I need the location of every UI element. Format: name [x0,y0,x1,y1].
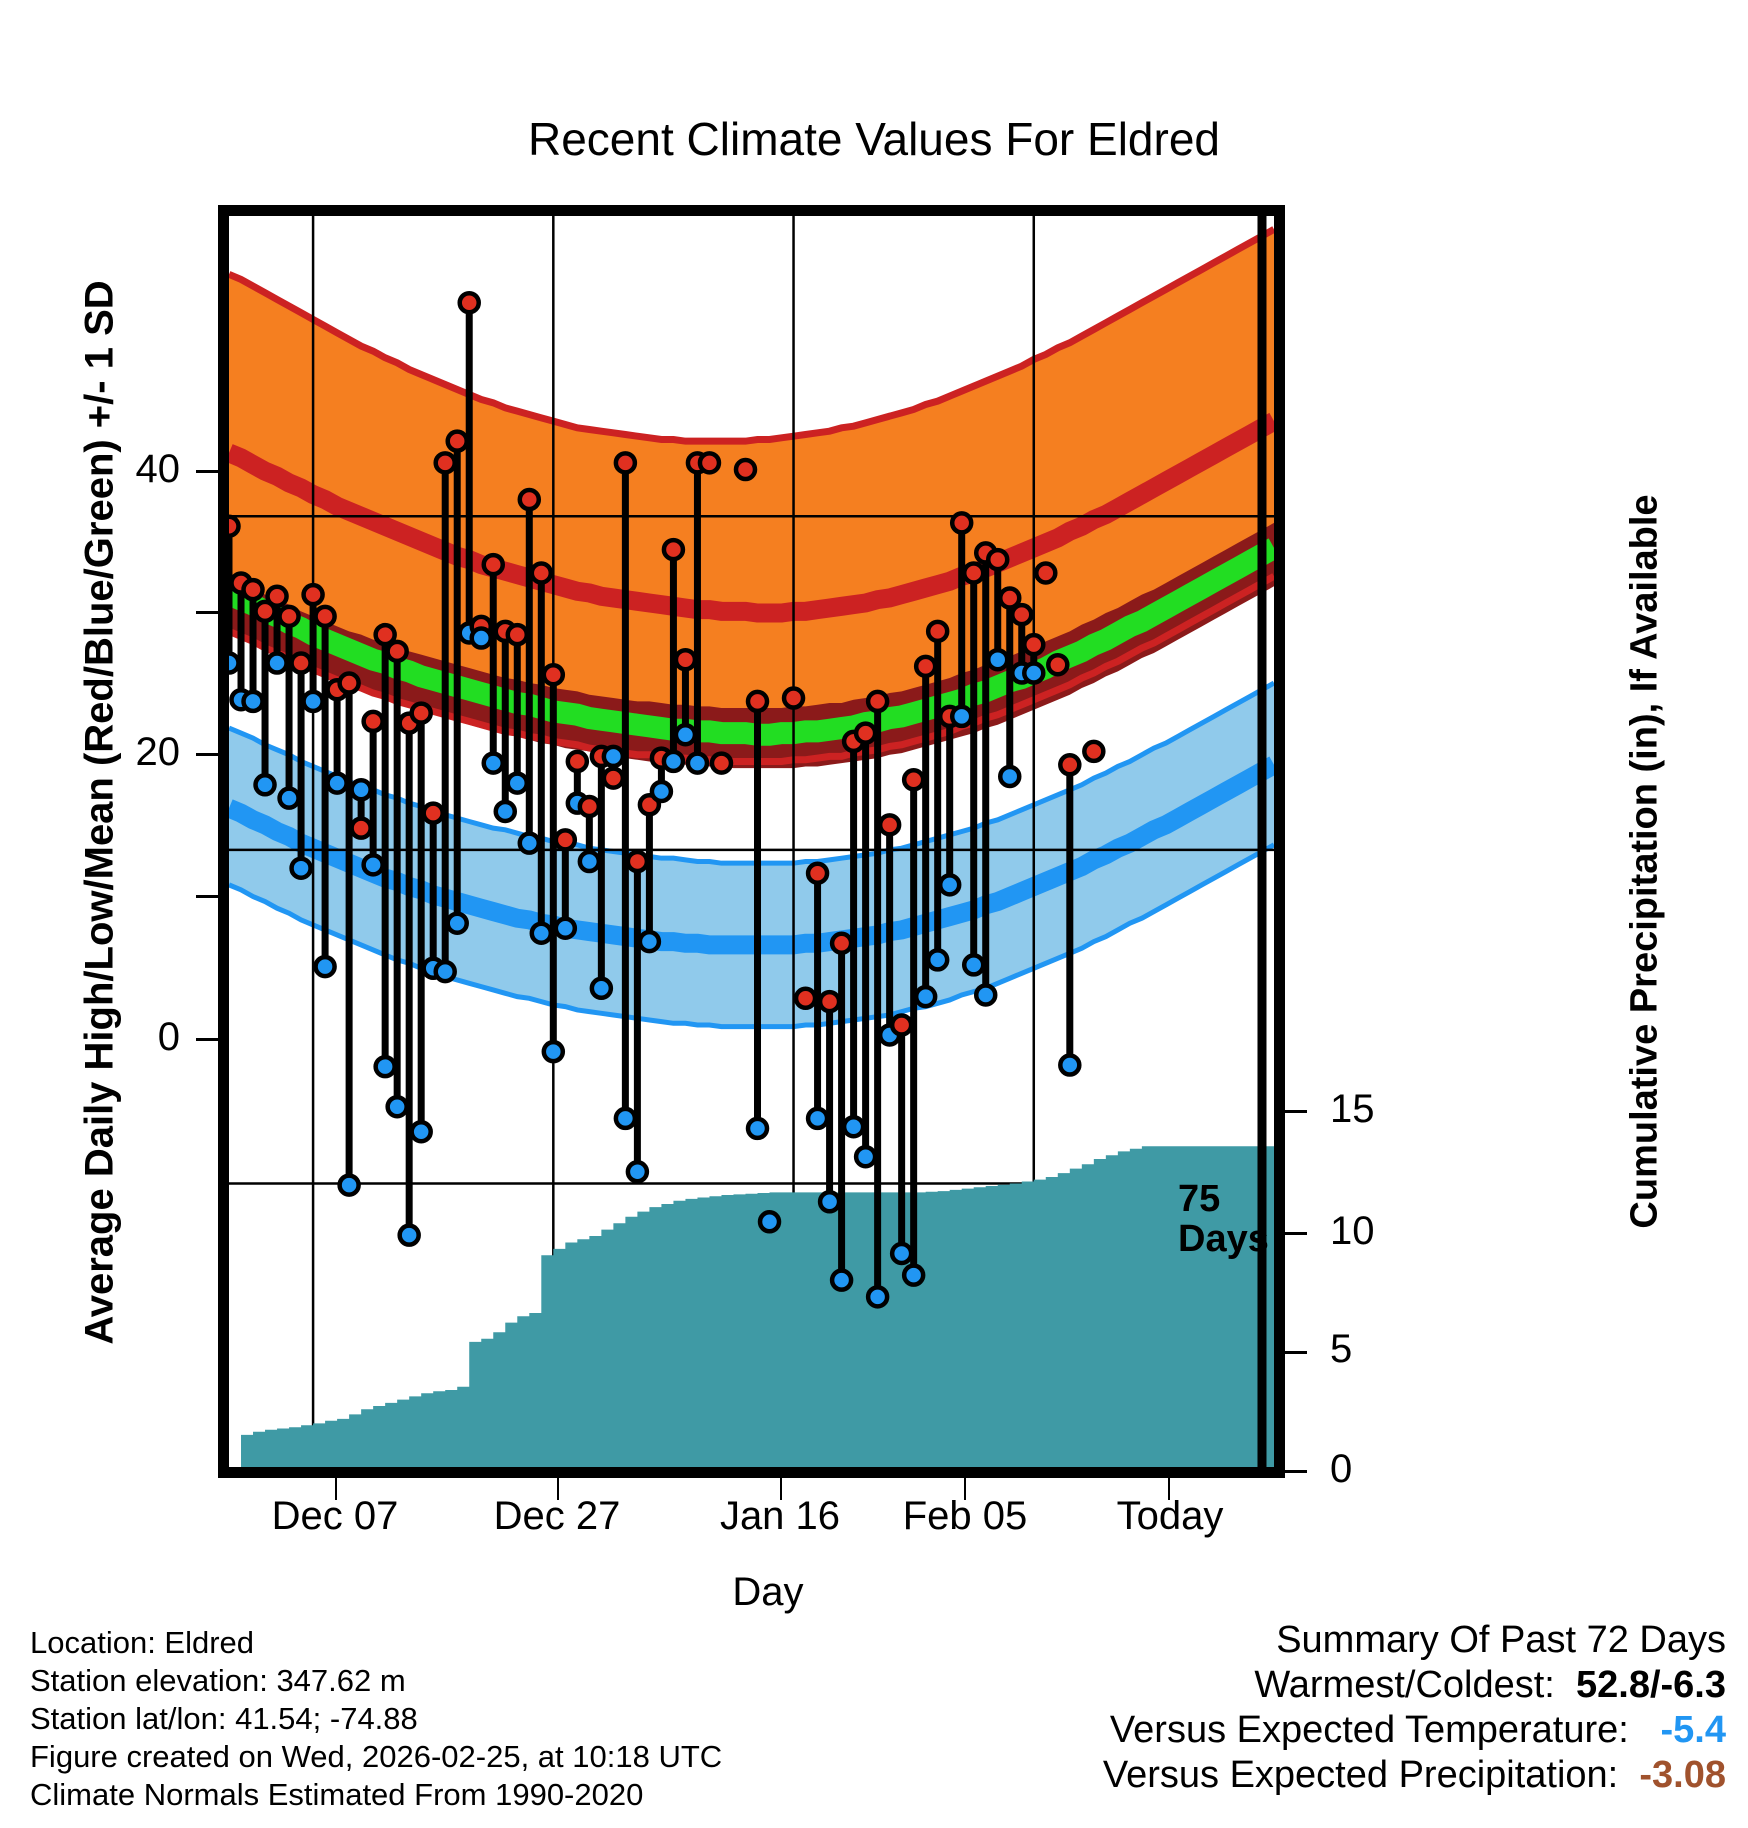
y-tick-left-20: 20 [135,730,181,774]
vs-temperature-label: Versus Expected Temperature: [1109,1709,1629,1751]
plot-area [218,205,1285,1478]
meta-created: Figure created on Wed, 2026-02-25, at 10… [30,1739,723,1774]
x-tickmark-feb-05 [964,1478,966,1500]
days-annotation: 75 Days [1178,1178,1288,1260]
x-tick-dec-07: Dec 07 [271,1494,399,1538]
vs-precipitation-label: Versus Expected Precipitation: [1102,1754,1619,1796]
meta-latlon: Station lat/lon: 41.54; -74.88 [30,1701,418,1736]
x-tickmark-dec-27 [557,1478,559,1500]
y-axis-label-right: Cumulative Precipitation (in), If Availa… [1623,494,1666,1229]
chart-canvas [229,216,1274,1467]
y-tickmark-left-20 [196,753,218,756]
warmest-coldest-label: Warmest/Coldest: [1254,1664,1555,1706]
x-tick-jan-16: Jan 16 [719,1494,841,1538]
y-axis-label-left: Average Daily High/Low/Mean (Red/Blue/Gr… [77,280,122,1345]
figure-metadata: Location: Eldred Station elevation: 347.… [30,1624,722,1814]
page-title: Recent Climate Values For Eldred [528,113,1220,165]
y-tick-left-40: 40 [135,447,181,491]
y-tickmark-right-5 [1285,1351,1307,1354]
x-tickmark-today [1168,1478,1170,1500]
vs-precipitation-value: -3.08 [1639,1754,1726,1796]
summary-warmest-coldest: Warmest/Coldest: 52.8/-6.3 [1103,1663,1726,1708]
meta-location: Location: Eldred [30,1625,255,1660]
meta-elevation: Station elevation: 347.62 m [30,1663,406,1698]
y-tick-right-15: 15 [1330,1087,1375,1131]
y-tickmark-left-10 [196,895,218,898]
meta-normals: Climate Normals Estimated From 1990-2020 [30,1777,644,1812]
summary-vs-temperature: Versus Expected Temperature: -5.4 [1103,1708,1726,1753]
y-tick-right-0: 0 [1330,1447,1353,1491]
x-tick-dec-27: Dec 27 [493,1494,621,1538]
x-tick-feb-05: Feb 05 [902,1494,1028,1538]
x-tickmark-dec-07 [335,1478,337,1500]
summary-title: Summary Of Past 72 Days [1276,1619,1726,1661]
days-word: Days [1178,1217,1269,1260]
y-tickmark-right-10 [1285,1232,1307,1235]
y-tick-right-5: 5 [1330,1327,1353,1371]
x-axis-label: Day [732,1570,804,1614]
x-tickmark-jan-16 [780,1478,782,1500]
y-tickmark-right-0 [1285,1470,1307,1473]
y-tickmark-right-15 [1285,1110,1307,1113]
y-tick-left-0: 0 [157,1015,180,1059]
y-tickmark-left-30 [196,611,218,614]
days-count: 75 [1178,1178,1221,1220]
y-tickmark-left-40 [196,470,218,473]
vs-temperature-value: -5.4 [1660,1709,1726,1751]
y-tick-right-10: 10 [1330,1209,1375,1253]
x-tick-today: Today [1116,1494,1224,1538]
y-tickmark-left-0 [196,1038,218,1041]
summary-panel: Summary Of Past 72 Days Warmest/Coldest:… [1103,1618,1726,1798]
summary-vs-precipitation: Versus Expected Precipitation: -3.08 [1103,1753,1726,1798]
warmest-coldest-value: 52.8/-6.3 [1576,1664,1726,1706]
